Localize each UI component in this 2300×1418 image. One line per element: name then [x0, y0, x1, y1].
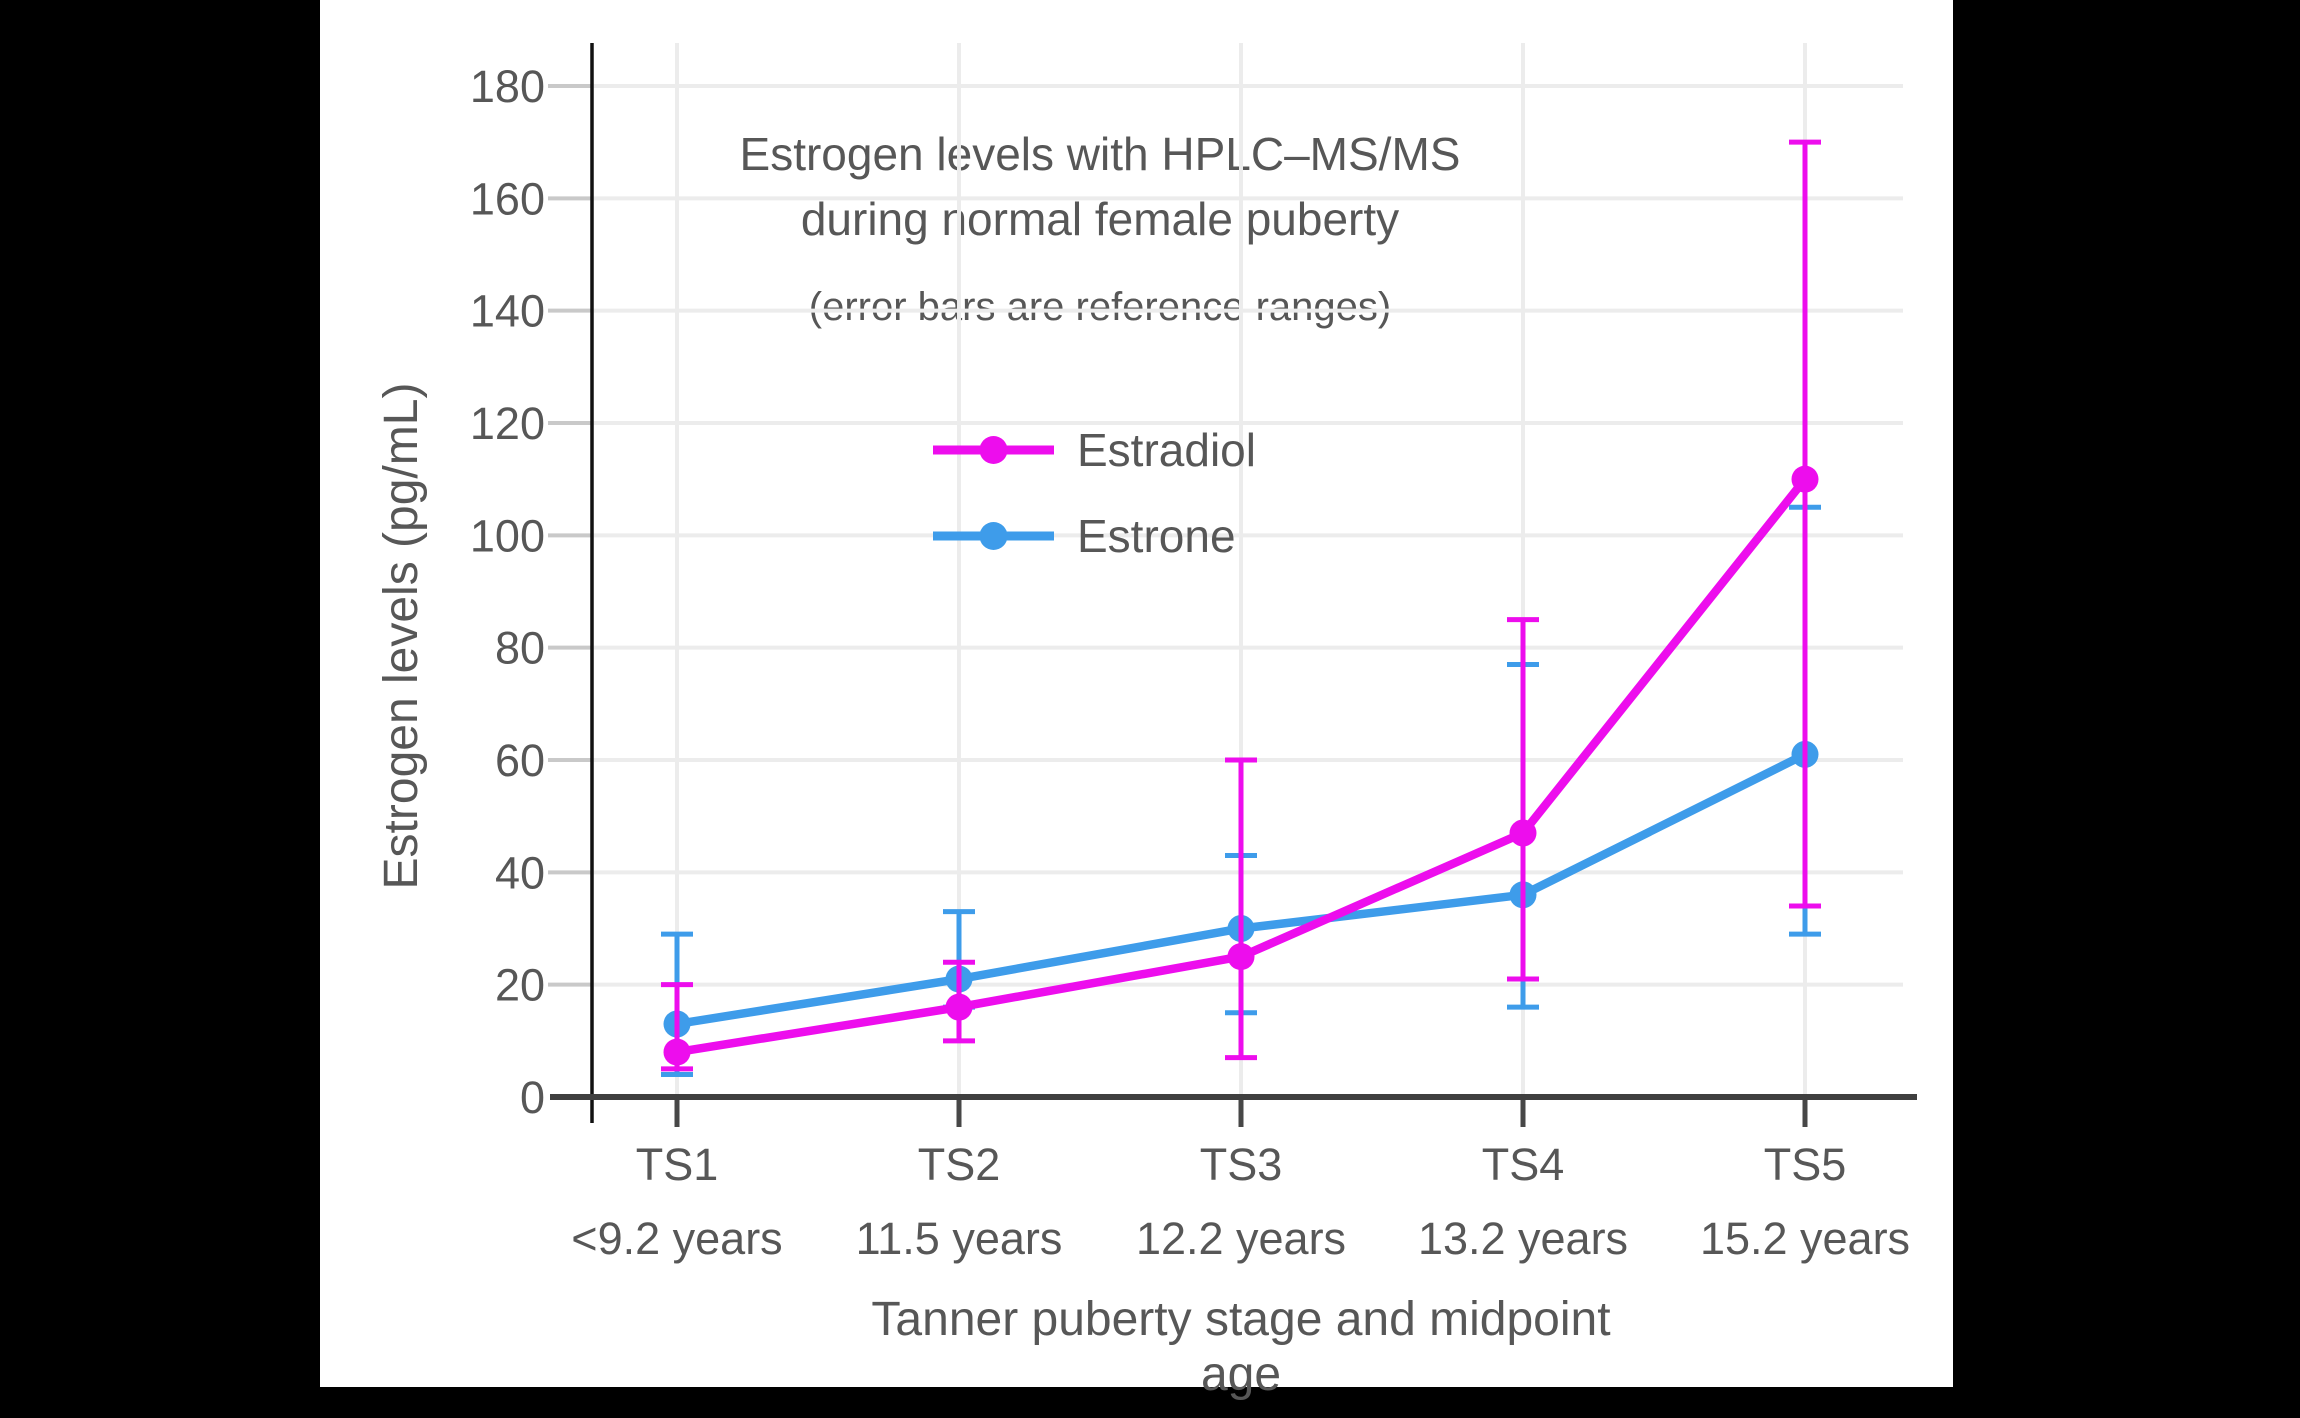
chart-subtitle: (error bars are reference ranges) [808, 285, 1392, 329]
chart-title-line1: Estrogen levels with HPLC–MS/MS [739, 128, 1461, 180]
y-tick-label: 180 [470, 61, 545, 112]
y-tick-label: 120 [470, 398, 545, 449]
x-tick-label-age: <9.2 years [571, 1213, 782, 1264]
x-tick-label-age: 15.2 years [1700, 1213, 1910, 1264]
y-tick-label: 20 [495, 960, 545, 1011]
x-tick-label-age: 11.5 years [856, 1213, 1063, 1264]
marker-estradiol [1509, 819, 1537, 847]
y-tick-label: 100 [470, 510, 545, 561]
x-tick-label-age: 12.2 years [1136, 1213, 1346, 1264]
legend-label-estrone: Estrone [1077, 510, 1236, 562]
y-tick-label: 140 [470, 286, 545, 337]
x-tick-label-age: 13.2 years [1418, 1213, 1628, 1264]
x-tick-label-stage: TS1 [636, 1139, 719, 1190]
legend-marker-estrone [979, 522, 1008, 550]
marker-estradiol [945, 993, 973, 1021]
y-tick-label: 0 [520, 1072, 545, 1123]
chart-title: Estrogen levels with HPLC–MS/MS during n… [700, 122, 1500, 252]
y-tick-label: 80 [495, 623, 545, 674]
y-tick-label: 160 [470, 173, 545, 224]
x-tick-label-stage: TS5 [1764, 1139, 1847, 1190]
x-tick-label-stage: TS3 [1200, 1139, 1283, 1190]
chart-title-line2: during normal female puberty [800, 193, 1400, 245]
x-tick-label-stage: TS2 [918, 1139, 1001, 1190]
y-tick-label: 60 [495, 735, 545, 786]
marker-estradiol [663, 1038, 691, 1066]
chart-canvas: Estrogen levels with HPLC–MS/MS during n… [320, 0, 1953, 1401]
y-tick-label: 40 [495, 847, 545, 898]
x-axis-label: Tanner puberty stage and midpoint age [871, 1293, 1611, 1401]
legend-marker-estradiol [979, 436, 1008, 464]
legend-label-estradiol: Estradiol [1077, 424, 1256, 476]
marker-estradiol [1227, 943, 1255, 971]
x-tick-label-stage: TS4 [1482, 1139, 1565, 1190]
marker-estradiol [1791, 465, 1819, 493]
plot-area: 0 20 40 60 80 100 120 140 160 180 Estradiol Estrone… [470, 43, 1917, 1264]
